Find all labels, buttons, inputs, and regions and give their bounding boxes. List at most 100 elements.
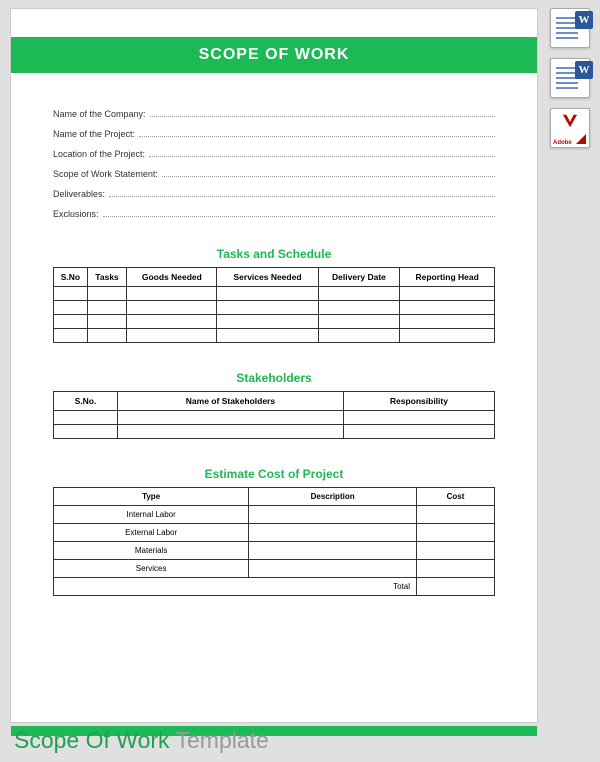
cost-title: Estimate Cost of Project bbox=[25, 467, 523, 481]
caption-sub: Template bbox=[176, 727, 269, 753]
page-title-band: SCOPE OF WORK bbox=[11, 37, 537, 73]
stakeholders-table: S.No.Name of StakeholdersResponsibility bbox=[53, 391, 495, 439]
field-line bbox=[109, 187, 495, 197]
field-row: Exclusions: bbox=[53, 207, 495, 219]
column-header: Services Needed bbox=[217, 268, 318, 287]
table-cell bbox=[54, 329, 88, 343]
cost-header-row: TypeDescriptionCost bbox=[54, 488, 495, 506]
table-cell bbox=[417, 542, 495, 560]
total-row: Total bbox=[54, 578, 495, 596]
field-line bbox=[103, 207, 495, 217]
field-row: Name of the Company: bbox=[53, 107, 495, 119]
cost-type-cell: Services bbox=[54, 560, 249, 578]
table-cell bbox=[318, 329, 400, 343]
table-cell bbox=[118, 425, 344, 439]
column-header: S.No bbox=[54, 268, 88, 287]
table-row bbox=[54, 315, 495, 329]
table-cell bbox=[249, 542, 417, 560]
table-cell bbox=[87, 329, 126, 343]
download-icons: W W Adobe bbox=[550, 8, 595, 148]
field-row: Deliverables: bbox=[53, 187, 495, 199]
table-cell bbox=[87, 287, 126, 301]
table-cell bbox=[249, 524, 417, 542]
field-label: Location of the Project: bbox=[53, 149, 149, 159]
field-label: Name of the Company: bbox=[53, 109, 150, 119]
field-line bbox=[149, 147, 495, 157]
table-cell bbox=[417, 506, 495, 524]
pdf-icon[interactable]: Adobe bbox=[550, 108, 590, 148]
table-cell bbox=[87, 301, 126, 315]
table-cell bbox=[217, 329, 318, 343]
table-cell bbox=[249, 506, 417, 524]
column-header: Goods Needed bbox=[127, 268, 217, 287]
field-line bbox=[139, 127, 495, 137]
column-header: Delivery Date bbox=[318, 268, 400, 287]
table-row bbox=[54, 329, 495, 343]
table-cell bbox=[54, 315, 88, 329]
table-cell bbox=[343, 425, 494, 439]
field-label: Scope of Work Statement: bbox=[53, 169, 162, 179]
table-row bbox=[54, 425, 495, 439]
column-header: Type bbox=[54, 488, 249, 506]
table-cell bbox=[318, 287, 400, 301]
field-line bbox=[150, 107, 495, 117]
tasks-title: Tasks and Schedule bbox=[25, 247, 523, 261]
field-line bbox=[162, 167, 495, 177]
stakeholders-header-row: S.No.Name of StakeholdersResponsibility bbox=[54, 392, 495, 411]
word-badge-2: W bbox=[575, 61, 593, 79]
table-cell bbox=[400, 315, 495, 329]
table-row bbox=[54, 301, 495, 315]
field-label: Exclusions: bbox=[53, 209, 103, 219]
field-label: Deliverables: bbox=[53, 189, 109, 199]
table-cell bbox=[318, 315, 400, 329]
table-cell bbox=[318, 301, 400, 315]
stakeholders-body bbox=[54, 411, 495, 439]
table-cell bbox=[127, 287, 217, 301]
table-cell bbox=[54, 287, 88, 301]
tasks-header-row: S.NoTasksGoods NeededServices NeededDeli… bbox=[54, 268, 495, 287]
table-cell bbox=[417, 560, 495, 578]
tasks-table: S.NoTasksGoods NeededServices NeededDeli… bbox=[53, 267, 495, 343]
document-inner: SCOPE OF WORK Name of the Company:Name o… bbox=[25, 37, 523, 736]
column-header: Tasks bbox=[87, 268, 126, 287]
pdf-logo bbox=[556, 113, 584, 129]
column-header: Cost bbox=[417, 488, 495, 506]
caption-main: Scope Of Work bbox=[14, 727, 176, 753]
table-cell bbox=[54, 425, 118, 439]
table-cell bbox=[54, 301, 88, 315]
table-cell bbox=[87, 315, 126, 329]
cost-type-cell: Materials bbox=[54, 542, 249, 560]
column-header: Description bbox=[249, 488, 417, 506]
total-value bbox=[417, 578, 495, 596]
column-header: S.No. bbox=[54, 392, 118, 411]
table-cell bbox=[217, 315, 318, 329]
table-cell bbox=[54, 411, 118, 425]
table-row: Materials bbox=[54, 542, 495, 560]
table-cell bbox=[118, 411, 344, 425]
cost-body: Internal LaborExternal LaborMaterialsSer… bbox=[54, 506, 495, 596]
field-label: Name of the Project: bbox=[53, 129, 139, 139]
cost-type-cell: External Labor bbox=[54, 524, 249, 542]
caption: Scope Of Work Template bbox=[14, 727, 269, 754]
table-row: External Labor bbox=[54, 524, 495, 542]
column-header: Responsibility bbox=[343, 392, 494, 411]
table-cell bbox=[400, 301, 495, 315]
word-badge: W bbox=[575, 11, 593, 29]
word-icon-2[interactable]: W bbox=[550, 58, 590, 98]
fields-section: Name of the Company: Name of the Project:… bbox=[25, 107, 523, 219]
table-cell bbox=[217, 287, 318, 301]
table-cell bbox=[127, 315, 217, 329]
page-title: SCOPE OF WORK bbox=[199, 46, 350, 63]
table-cell bbox=[400, 287, 495, 301]
stakeholders-title: Stakeholders bbox=[25, 371, 523, 385]
table-cell bbox=[127, 329, 217, 343]
field-row: Name of the Project: bbox=[53, 127, 495, 139]
cost-table: TypeDescriptionCost Internal LaborExtern… bbox=[53, 487, 495, 596]
table-cell bbox=[249, 560, 417, 578]
table-cell bbox=[217, 301, 318, 315]
field-row: Location of the Project: bbox=[53, 147, 495, 159]
table-row bbox=[54, 411, 495, 425]
document-page: SCOPE OF WORK Name of the Company:Name o… bbox=[10, 8, 538, 723]
table-row bbox=[54, 287, 495, 301]
word-icon[interactable]: W bbox=[550, 8, 590, 48]
